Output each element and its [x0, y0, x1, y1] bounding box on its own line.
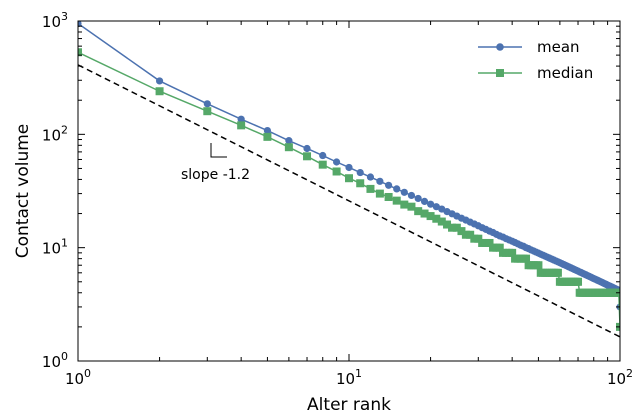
data-point-median	[375, 189, 384, 198]
data-point-median	[332, 167, 341, 176]
data-point-median	[284, 143, 293, 152]
data-point-median	[420, 209, 429, 218]
y-tick-label: 102	[42, 123, 68, 144]
data-point-mean	[237, 115, 245, 123]
data-point-mean	[203, 100, 211, 108]
data-point-mean	[400, 188, 408, 196]
data-point-median	[437, 217, 446, 226]
data-point-median	[237, 121, 246, 130]
data-point-median	[155, 87, 164, 96]
data-point-median	[356, 179, 365, 188]
data-point-median	[407, 202, 416, 211]
data-point-median	[345, 174, 353, 183]
data-point-mean	[285, 137, 293, 145]
data-point-mean	[426, 200, 435, 208]
data-point-mean	[385, 181, 393, 189]
data-point-median	[553, 268, 562, 277]
data-point-median	[318, 160, 327, 169]
x-axis-label: Alter rank	[307, 395, 391, 415]
data-point-mean	[345, 163, 353, 172]
data-point-median	[457, 227, 466, 236]
data-point-median	[384, 192, 393, 201]
data-point-median	[474, 234, 483, 243]
slope-annotation: slope -1.2	[181, 143, 250, 183]
data-point-median	[78, 48, 82, 57]
data-point-median	[414, 207, 423, 216]
data-point-median	[366, 184, 375, 193]
data-point-median	[522, 254, 531, 263]
data-point-mean	[263, 126, 272, 135]
data-point-median	[452, 223, 461, 232]
data-point-median	[443, 220, 452, 229]
data-point-median	[495, 243, 504, 252]
reference-slope-line	[78, 64, 620, 338]
x-tick-label: 100	[65, 367, 91, 388]
y-axis-label: Contact volume	[13, 124, 33, 259]
data-point-mean	[155, 77, 164, 85]
data-point-median	[392, 196, 401, 205]
data-point-median	[432, 214, 441, 223]
y-tick-label: 101	[42, 237, 68, 258]
data-point-mean	[414, 194, 422, 203]
data-point-mean	[432, 203, 440, 211]
data-point-median	[263, 132, 272, 141]
y-tick-label: 103	[42, 10, 68, 31]
slope-annotation-label: slope -1.2	[181, 167, 250, 183]
data-point-mean	[356, 168, 364, 177]
axis-ticks: 100 101 102 100 101 102 103	[42, 10, 633, 388]
legend-label-mean: mean	[537, 38, 580, 56]
data-point-mean	[303, 144, 311, 153]
data-point-mean	[407, 191, 416, 200]
data-point-median	[303, 152, 312, 161]
data-point-median	[508, 248, 517, 257]
data-point-median	[466, 230, 475, 239]
data-point-median	[203, 107, 212, 116]
data-point-median	[426, 212, 435, 221]
x-tick-label: 101	[336, 367, 362, 388]
legend-marker-mean	[496, 43, 504, 51]
data-point-median	[400, 200, 409, 209]
data-point-mean	[332, 158, 341, 166]
legend-label-median: median	[537, 64, 593, 82]
data-point-median	[485, 238, 494, 247]
data-point-mean	[78, 21, 82, 28]
legend-marker-median	[496, 69, 504, 77]
legend: mean median	[478, 38, 593, 82]
x-tick-label: 102	[607, 367, 633, 388]
slope-indicator-mark	[210, 143, 227, 158]
data-point-mean	[420, 197, 429, 205]
data-point-median	[448, 223, 457, 232]
data-point-mean	[366, 173, 375, 181]
data-point-median	[574, 277, 583, 286]
data-point-median	[461, 230, 470, 239]
data-point-mean	[376, 177, 384, 185]
y-tick-label: 100	[42, 350, 68, 371]
data-point-mean	[393, 185, 401, 193]
data-point-median	[534, 261, 543, 270]
plot-area	[78, 21, 620, 338]
data-point-mean	[319, 151, 327, 160]
